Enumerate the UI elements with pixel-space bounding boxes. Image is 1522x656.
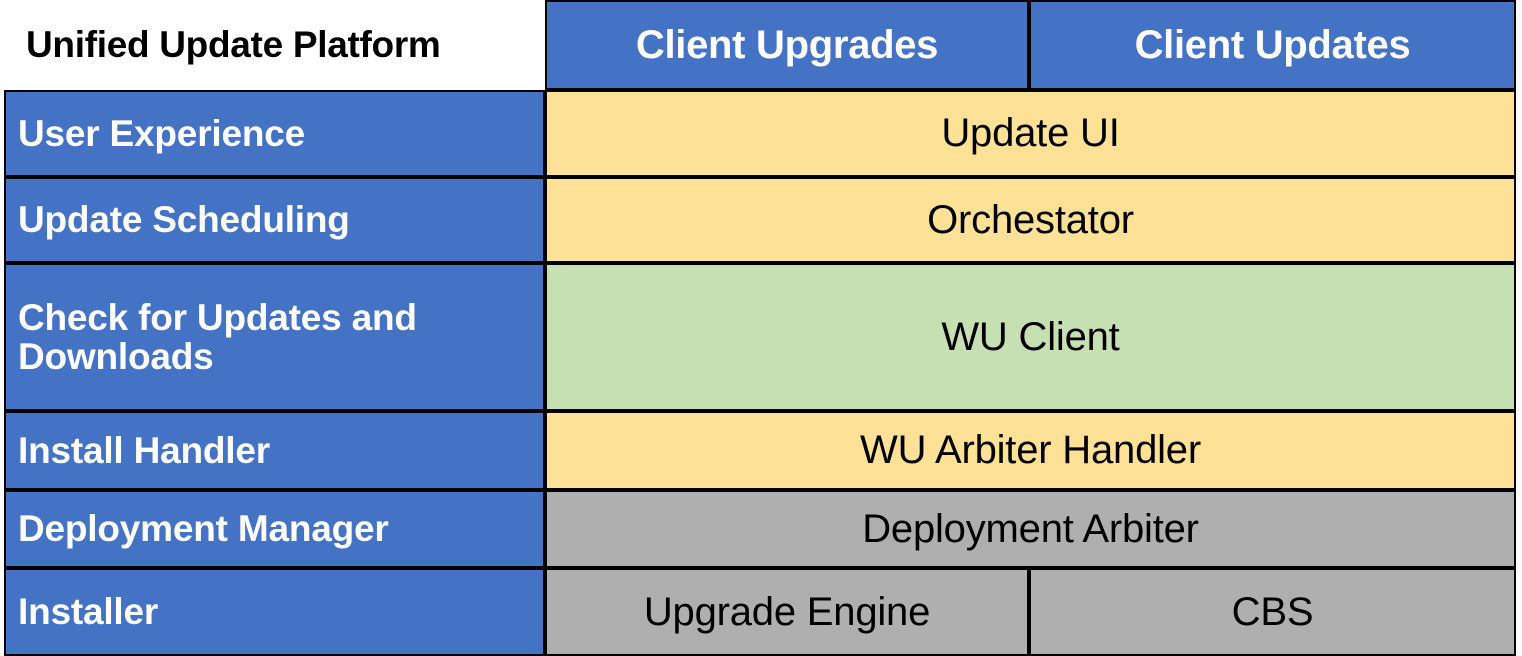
cell-deployment-arbiter: Deployment Arbiter	[545, 490, 1516, 568]
row-header-installer: Installer	[4, 568, 545, 656]
row-header-label: User Experience	[18, 112, 306, 154]
cell-orchestator: Orchestator	[545, 177, 1516, 263]
row-header-label: Deployment Manager	[18, 508, 389, 550]
cell-upgrade-engine: Upgrade Engine	[545, 568, 1029, 656]
row-header-install-handler: Install Handler	[4, 411, 545, 490]
row-header-deployment-manager: Deployment Manager	[4, 490, 545, 568]
row-header-label: Check for Updates and Downloads	[18, 296, 417, 377]
cell-wu-arbiter-handler: WU Arbiter Handler	[545, 411, 1516, 490]
cell-wu-client: WU Client	[545, 263, 1516, 411]
page-title: Unified Update Platform	[4, 0, 545, 90]
cell-cbs: CBS	[1029, 568, 1516, 656]
column-header-client-updates: Client Updates	[1029, 0, 1516, 90]
row-header-label: Installer	[18, 591, 159, 633]
column-header-client-upgrades: Client Upgrades	[545, 0, 1029, 90]
row-header-label: Install Handler	[18, 429, 270, 471]
row-header-label: Update Scheduling	[18, 199, 350, 241]
row-header-check-for-updates-and-downloads: Check for Updates and Downloads	[4, 263, 545, 411]
row-header-user-experience: User Experience	[4, 90, 545, 177]
cell-update-ui: Update UI	[545, 90, 1516, 177]
row-header-update-scheduling: Update Scheduling	[4, 177, 545, 263]
